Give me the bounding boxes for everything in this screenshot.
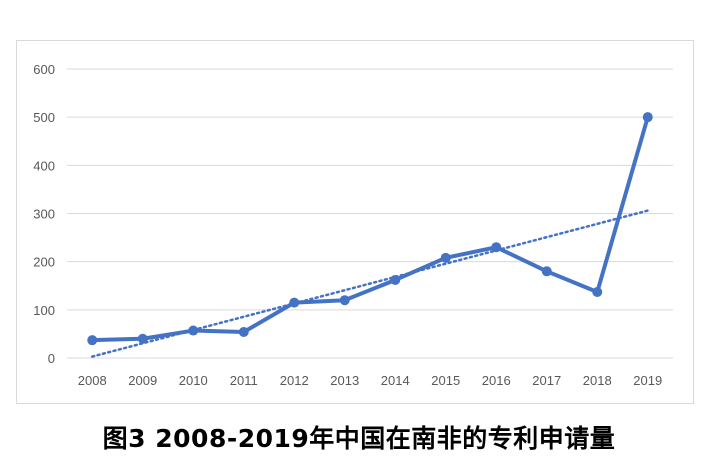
data-point <box>238 326 249 337</box>
x-tick-label: 2014 <box>381 373 410 388</box>
x-tick-label: 2008 <box>78 373 107 388</box>
y-tick-label: 500 <box>33 110 55 125</box>
y-axis-ticks: 0 100 200 300 400 500 600 <box>33 62 55 366</box>
data-point <box>541 266 552 277</box>
grid-lines <box>67 68 673 359</box>
data-point <box>491 242 502 253</box>
data-point <box>440 252 451 263</box>
y-tick-label: 200 <box>33 255 55 270</box>
x-tick-label: 2011 <box>230 373 258 388</box>
data-point <box>137 333 148 344</box>
y-tick-label: 600 <box>33 62 55 77</box>
x-tick-label: 2013 <box>330 373 359 388</box>
series-line <box>90 115 650 343</box>
x-tick-label: 2012 <box>280 373 309 388</box>
data-point <box>390 274 401 285</box>
y-tick-label: 400 <box>33 158 55 173</box>
data-point <box>188 325 199 336</box>
data-point <box>289 297 300 308</box>
y-tick-label: 100 <box>33 303 55 318</box>
chart-frame <box>16 40 694 404</box>
y-tick-label: 0 <box>48 351 55 366</box>
x-axis-ticks: 2008 2009 2010 2011 2012 2013 2014 2015 2016 2017… <box>78 373 662 388</box>
y-tick-label: 300 <box>33 207 55 222</box>
x-tick-label: 2019 <box>633 373 662 388</box>
x-tick-label: 2009 <box>128 373 157 388</box>
x-tick-label: 2015 <box>431 373 460 388</box>
series <box>87 112 653 346</box>
x-tick-label: 2018 <box>583 373 612 388</box>
data-point <box>642 112 653 123</box>
data-point <box>339 295 350 306</box>
data-point <box>592 287 603 298</box>
data-point <box>87 335 98 346</box>
x-tick-label: 2010 <box>179 373 208 388</box>
figure-caption: 图3 2008-2019年中国在南非的专利申请量 <box>102 424 616 453</box>
x-tick-label: 2017 <box>532 373 561 388</box>
line-chart: 0 100 200 300 400 500 600 2008 2009 2010 2011 2012… <box>33 62 673 388</box>
x-tick-label: 2016 <box>482 373 511 388</box>
